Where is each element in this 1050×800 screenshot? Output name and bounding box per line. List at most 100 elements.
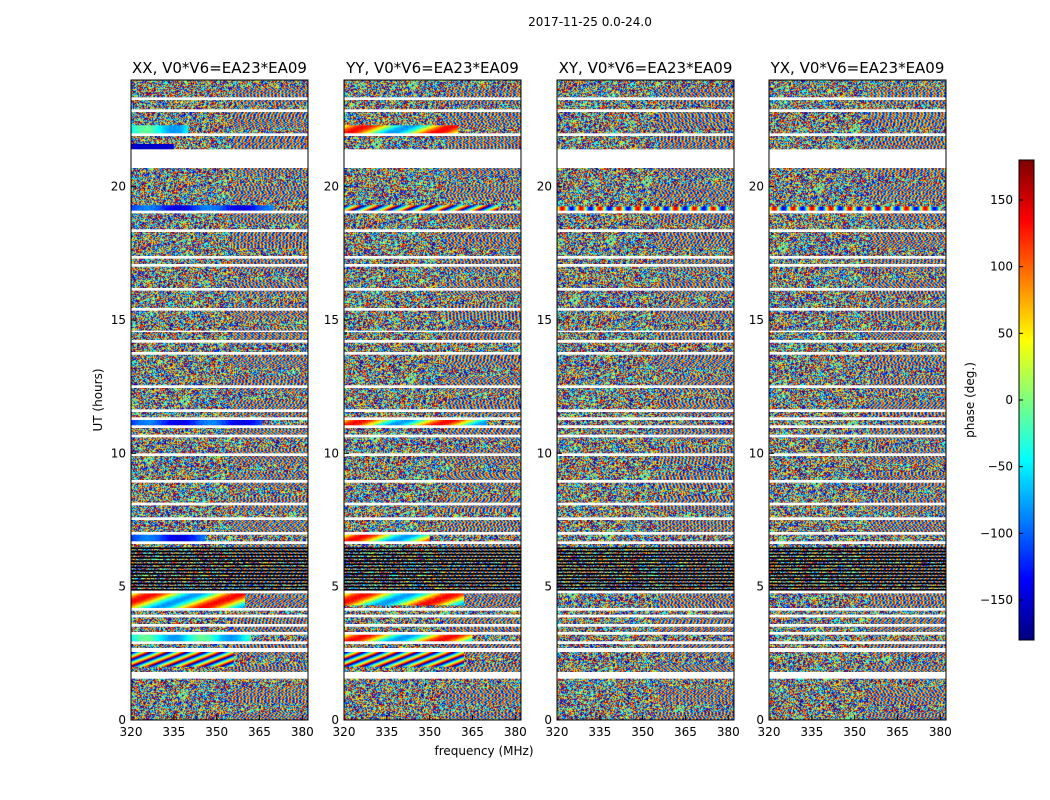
y-tick-label: 0 (756, 713, 764, 727)
y-tick-label: 20 (111, 180, 126, 194)
flagged-time-gap (344, 532, 521, 535)
flagged-time-gap (131, 590, 308, 594)
coherent-fringe-band (131, 593, 246, 608)
flagged-time-gap (769, 517, 946, 520)
y-tick-label: 0 (118, 713, 126, 727)
y-tick-label: 15 (324, 313, 339, 327)
dense-flag-line (344, 576, 521, 578)
colorbar-gradient (1019, 160, 1034, 640)
flagged-time-gap (769, 229, 946, 232)
flagged-time-gap (557, 532, 734, 535)
flagged-time-gap (344, 385, 521, 388)
dense-flag-line (769, 585, 946, 588)
panel-frame (556, 79, 735, 721)
flagged-time-gap (131, 308, 308, 311)
y-tick-label: 5 (331, 580, 339, 594)
y-tick-label: 15 (749, 313, 764, 327)
flagged-time-gap (557, 502, 734, 506)
flagged-time-gap (344, 434, 521, 438)
flagged-time-gap (769, 97, 946, 100)
colorbar-label: phase (deg.) (963, 362, 977, 438)
y-tick-label: 20 (537, 180, 552, 194)
dense-flag-line (344, 550, 521, 553)
dense-flag-line (344, 569, 521, 572)
y-tick-label: 20 (324, 180, 339, 194)
flagged-time-gap (131, 641, 308, 644)
colorbar-tick-label: −100 (980, 526, 1013, 540)
flagged-time-gap (557, 480, 734, 483)
flagged-time-gap (131, 434, 308, 438)
flagged-time-gap (344, 541, 521, 544)
dense-flag-line (131, 560, 308, 562)
coherent-fringe-band (131, 534, 206, 542)
x-tick-label: 320 (758, 725, 781, 739)
coherent-fringe-band (344, 125, 459, 134)
dense-flag-line (769, 579, 946, 582)
flagged-time-gap (769, 417, 946, 420)
flagged-time-gap (344, 641, 521, 644)
flagged-time-gap (557, 541, 734, 544)
flagged-time-gap (557, 632, 734, 635)
dense-flag-line (769, 576, 946, 578)
dense-flag-line (557, 569, 734, 572)
dense-flag-line (344, 560, 521, 562)
flagged-time-gap (557, 672, 734, 679)
dense-flag-line (131, 553, 308, 556)
flagged-time-gap (131, 97, 308, 100)
flagged-time-gap (131, 340, 308, 343)
y-tick-label: 10 (749, 446, 764, 460)
panel-1: XX, V0*V6=EA23*EA09 320 335 350 365 380 0 5 10 15… (111, 59, 314, 739)
flagged-time-gap (131, 608, 308, 611)
dense-flag-line (344, 553, 521, 556)
flagged-time-gap (557, 330, 734, 332)
flagged-time-gap (557, 614, 734, 618)
y-tick-label: 5 (118, 580, 126, 594)
colorbar-tick-label: −50 (988, 460, 1013, 474)
dense-flag-line (769, 573, 946, 575)
coherent-fringe-band (344, 634, 473, 642)
dense-flag-line (769, 553, 946, 556)
flagged-time-gap (557, 517, 734, 520)
flagged-time-gap (769, 672, 946, 679)
flagged-time-gap (769, 330, 946, 332)
x-tick-label: 365 (886, 725, 909, 739)
flagged-time-gap (344, 409, 521, 412)
flagged-time-gap (344, 624, 521, 627)
dense-flag-line (557, 560, 734, 562)
flagged-time-gap (557, 149, 734, 168)
y-tick-label: 15 (537, 313, 552, 327)
x-tick-label: 365 (248, 725, 271, 739)
flagged-time-gap (344, 608, 521, 611)
flagged-time-gap (557, 264, 734, 267)
flagged-time-gap (344, 648, 521, 652)
flagged-time-gap (344, 425, 521, 428)
flagged-time-gap (131, 541, 308, 544)
flagged-time-gap (131, 480, 308, 483)
flagged-time-gap (769, 133, 946, 136)
flagged-time-gap (131, 425, 308, 428)
flagged-time-gap (344, 632, 521, 635)
flagged-time-gap (344, 229, 521, 232)
flagged-time-gap (344, 109, 521, 112)
y-axis-label: UT (hours) (91, 368, 105, 431)
flagged-time-gap (769, 632, 946, 635)
x-axis-label: frequency (MHz) (434, 744, 533, 758)
x-tick-label: 335 (375, 725, 398, 739)
panel-frame (343, 79, 522, 721)
flagged-time-gap (344, 330, 521, 332)
flagged-time-gap (557, 417, 734, 420)
flagged-time-gap (769, 434, 946, 438)
flagged-time-gap (557, 425, 734, 428)
coherent-fringe-band (769, 206, 941, 211)
flagged-time-gap (131, 149, 308, 168)
coherent-fringe-band (344, 652, 464, 667)
flagged-time-gap (557, 256, 734, 259)
flagged-time-gap (557, 288, 734, 291)
flagged-time-gap (769, 590, 946, 594)
flagged-time-gap (344, 133, 521, 136)
flagged-time-gap (131, 256, 308, 259)
flagged-time-gap (769, 385, 946, 388)
flagged-time-gap (344, 288, 521, 291)
y-tick-label: 5 (544, 580, 552, 594)
